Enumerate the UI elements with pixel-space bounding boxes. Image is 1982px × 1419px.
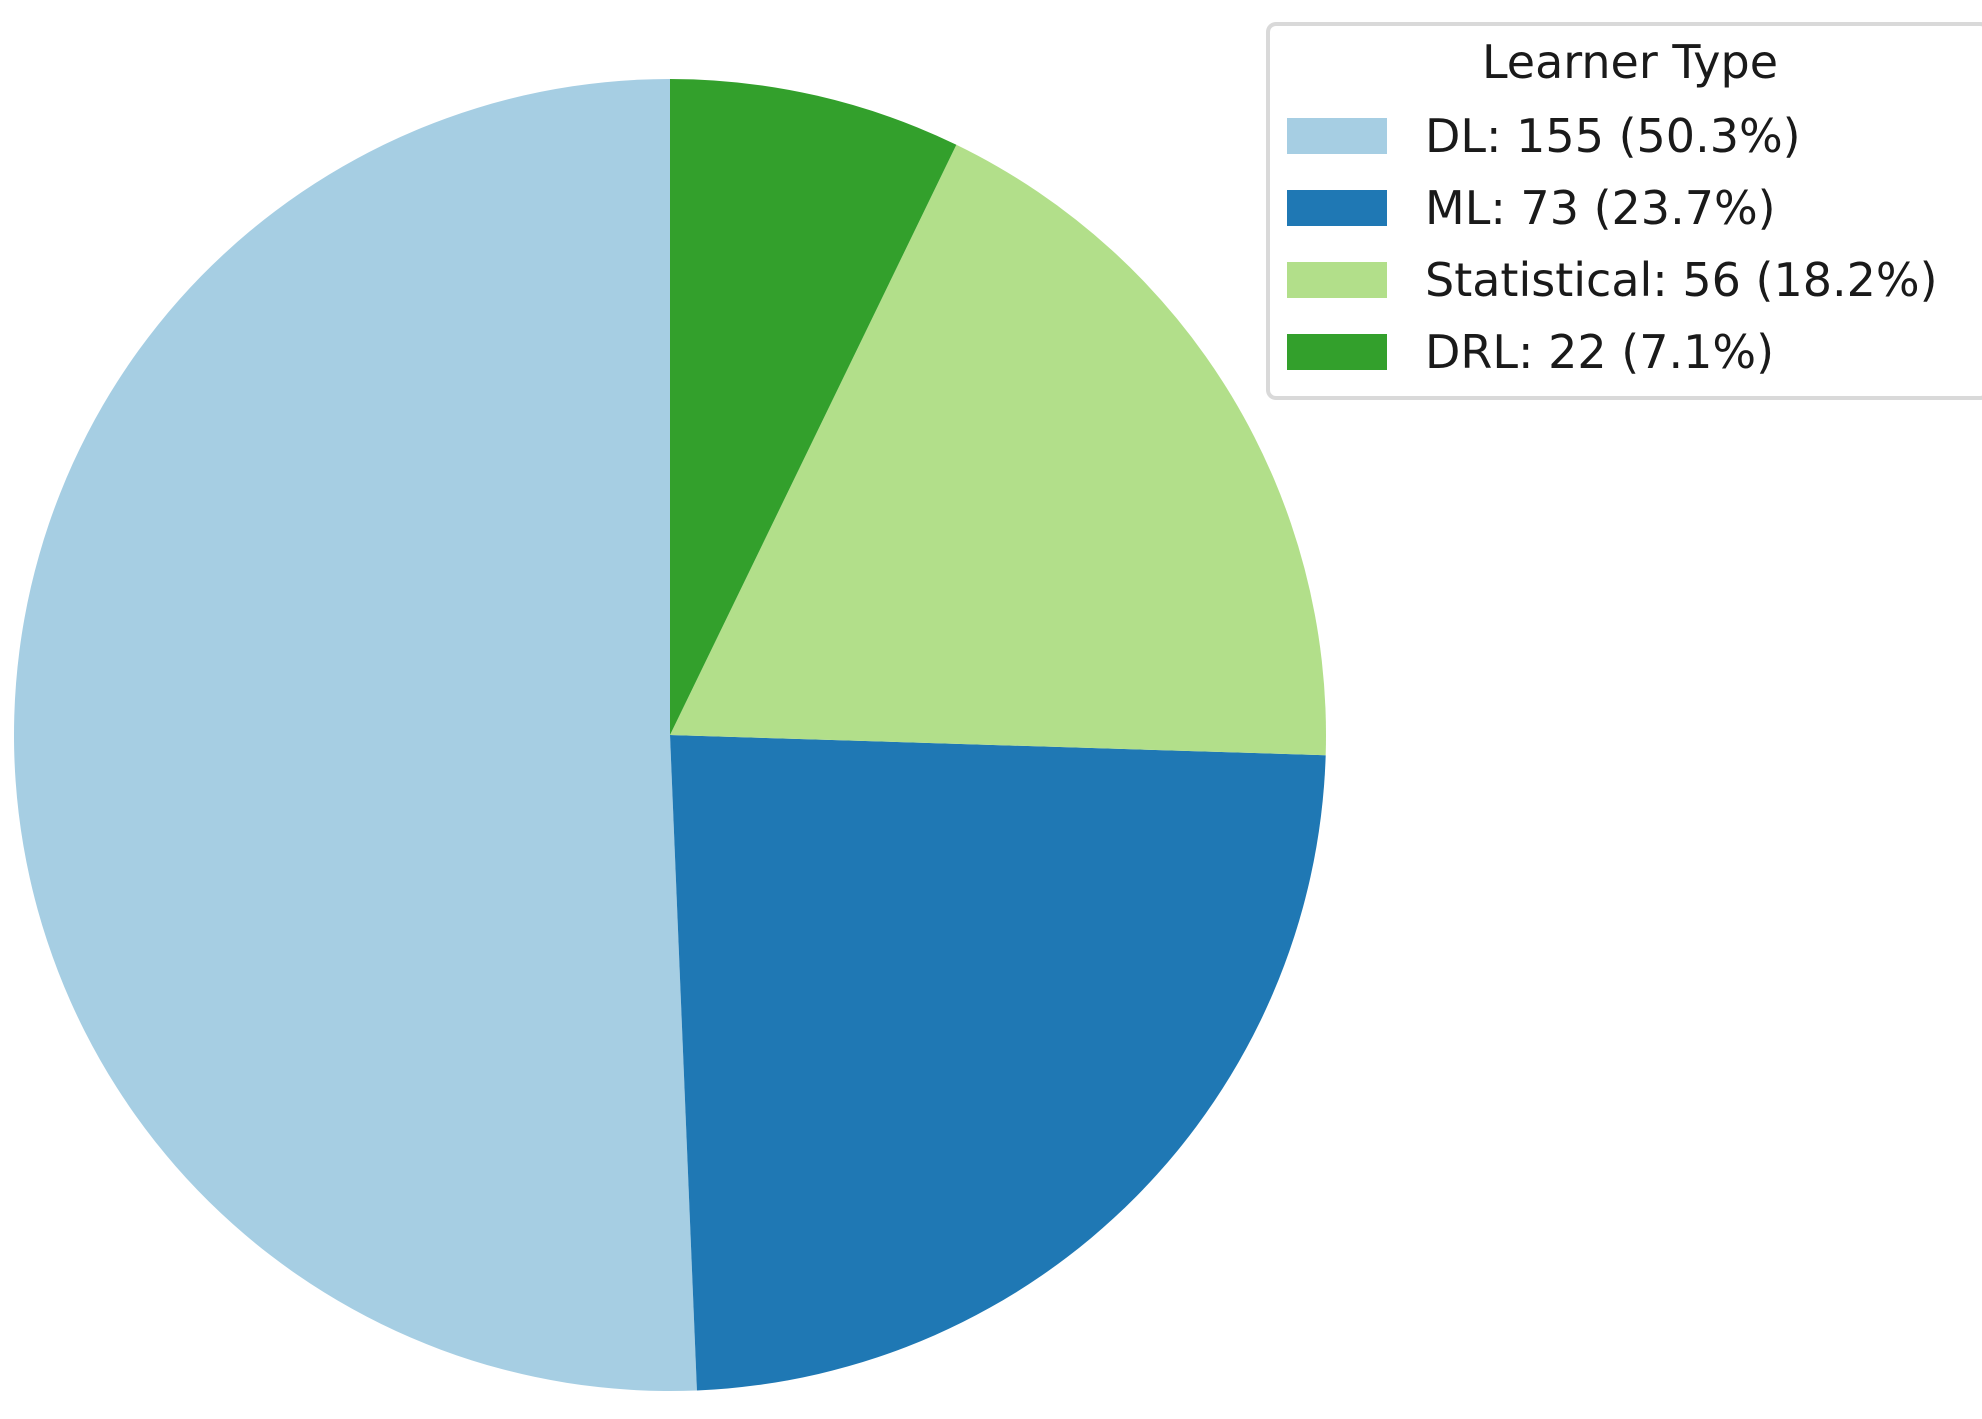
legend-title: Learner Type <box>1482 35 1778 89</box>
legend-swatch-statistical <box>1287 262 1387 298</box>
legend-swatch-drl <box>1287 334 1387 370</box>
legend-label-dl: DL: 155 (50.3%) <box>1425 109 1801 163</box>
pie-slice-drl <box>670 79 957 735</box>
legend-swatch-ml <box>1287 190 1387 226</box>
legend-items: DL: 155 (50.3%) ML: 73 (23.7%) Statistical… <box>1287 109 1938 379</box>
legend-frame <box>1266 22 1982 400</box>
pie-slice-statistical <box>670 144 1326 756</box>
legend-label-drl: DRL: 22 (7.1%) <box>1425 325 1774 379</box>
pie-slice-dl <box>13 78 697 1391</box>
legend: Learner Type DL: 155 (50.3%) ML: 73 (23.7… <box>1266 22 1982 400</box>
legend-label-statistical: Statistical: 56 (18.2%) <box>1425 253 1938 307</box>
legend-label-ml: ML: 73 (23.7%) <box>1425 181 1776 235</box>
pie-slices <box>13 78 1326 1391</box>
legend-swatch-dl <box>1287 118 1387 154</box>
pie-slice-ml <box>670 735 1326 1391</box>
